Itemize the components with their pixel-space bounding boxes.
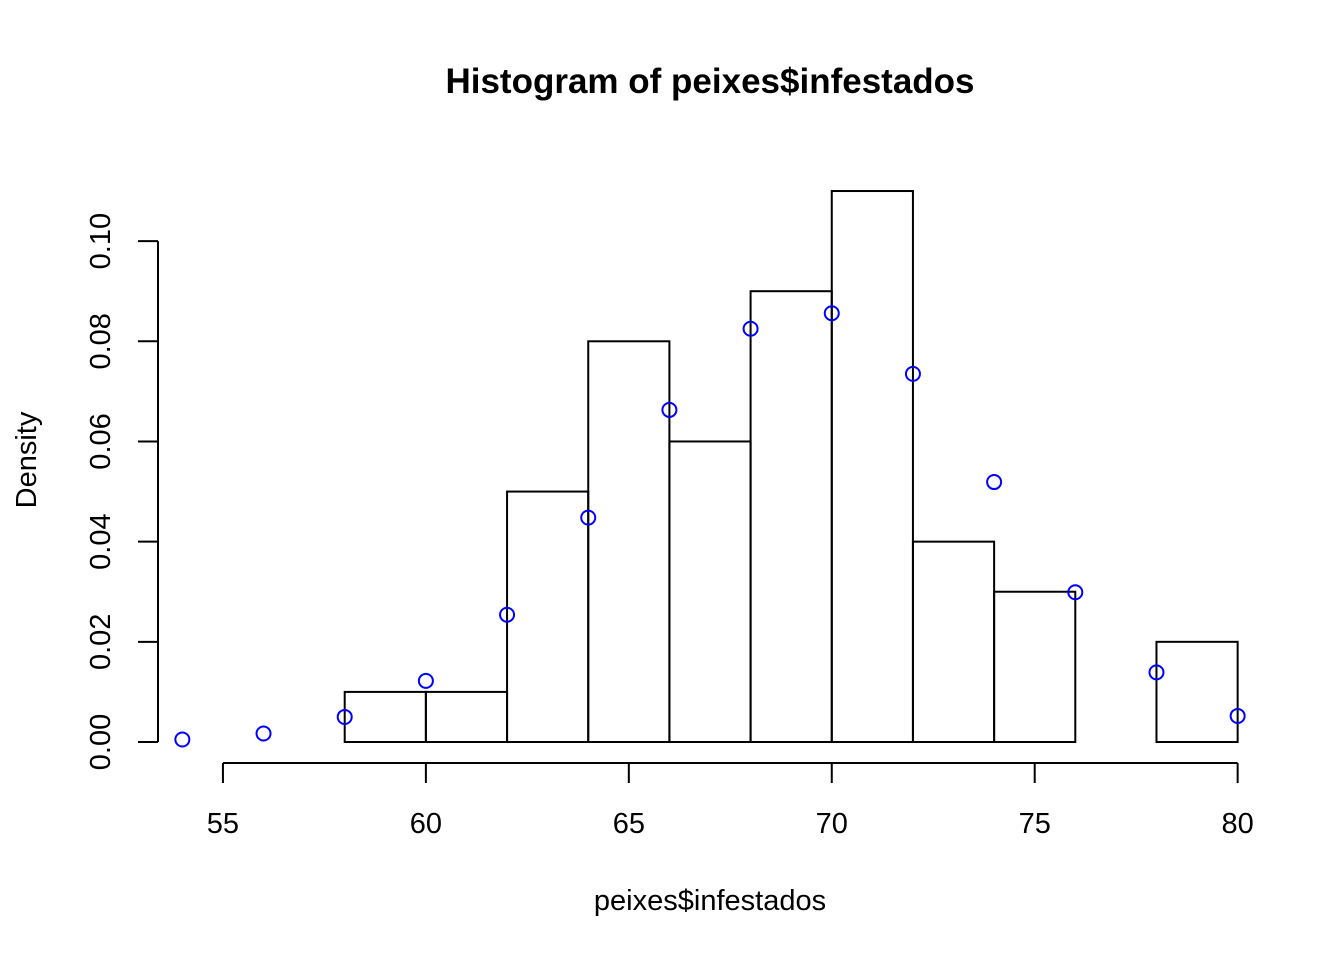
y-tick-label-2: 0.04 <box>85 513 117 569</box>
histogram-bar-2 <box>343 690 427 744</box>
bars-layer <box>343 190 1239 744</box>
density-point-1 <box>255 725 272 742</box>
chart-title: Histogram of peixes$infestados <box>445 62 974 101</box>
density-point-5 <box>580 509 597 526</box>
y-tick-label-1: 0.02 <box>85 614 117 670</box>
density-point-4 <box>499 606 516 623</box>
y-tick-label-4: 0.08 <box>85 313 117 369</box>
histogram-bar-3 <box>424 690 509 744</box>
x-axis-label: peixes$infestados <box>594 885 826 917</box>
density-point-7 <box>742 320 759 337</box>
density-point-0 <box>174 731 191 748</box>
histogram-bar-5 <box>587 340 671 743</box>
x-tick-label-0: 55 <box>207 808 239 840</box>
histogram-bar-12 <box>1155 640 1239 743</box>
density-point-2 <box>336 708 353 725</box>
density-point-6 <box>661 401 678 418</box>
density-point-11 <box>1067 584 1084 601</box>
y-tick-label-0: 0.00 <box>85 714 117 770</box>
density-point-8 <box>823 305 840 322</box>
density-point-9 <box>904 365 921 382</box>
x-tick-label-4: 75 <box>1019 808 1051 840</box>
y-axis-label: Density <box>11 411 43 508</box>
x-axis: 55 60 65 70 75 80 <box>207 762 1254 840</box>
histogram-bar-7 <box>749 290 833 743</box>
histogram-bar-10 <box>993 590 1077 743</box>
density-point-12 <box>1148 664 1165 681</box>
x-tick-label-3: 70 <box>816 808 848 840</box>
points-layer <box>174 305 1246 748</box>
density-point-10 <box>986 474 1003 491</box>
x-tick-label-5: 80 <box>1222 808 1254 840</box>
x-tick-label-1: 60 <box>410 808 442 840</box>
histogram-bar-8 <box>830 190 914 744</box>
y-tick-label-5: 0.10 <box>85 213 117 269</box>
x-tick-label-2: 65 <box>613 808 645 840</box>
histogram-bar-9 <box>911 540 996 744</box>
y-tick-label-3: 0.06 <box>85 413 117 469</box>
density-point-3 <box>417 672 434 689</box>
density-point-13 <box>1229 707 1246 724</box>
y-axis: 0.00 0.02 0.04 0.06 0.08 0.10 <box>85 213 159 770</box>
histogram-bar-6 <box>668 440 752 743</box>
histogram-bar-4 <box>506 490 590 743</box>
